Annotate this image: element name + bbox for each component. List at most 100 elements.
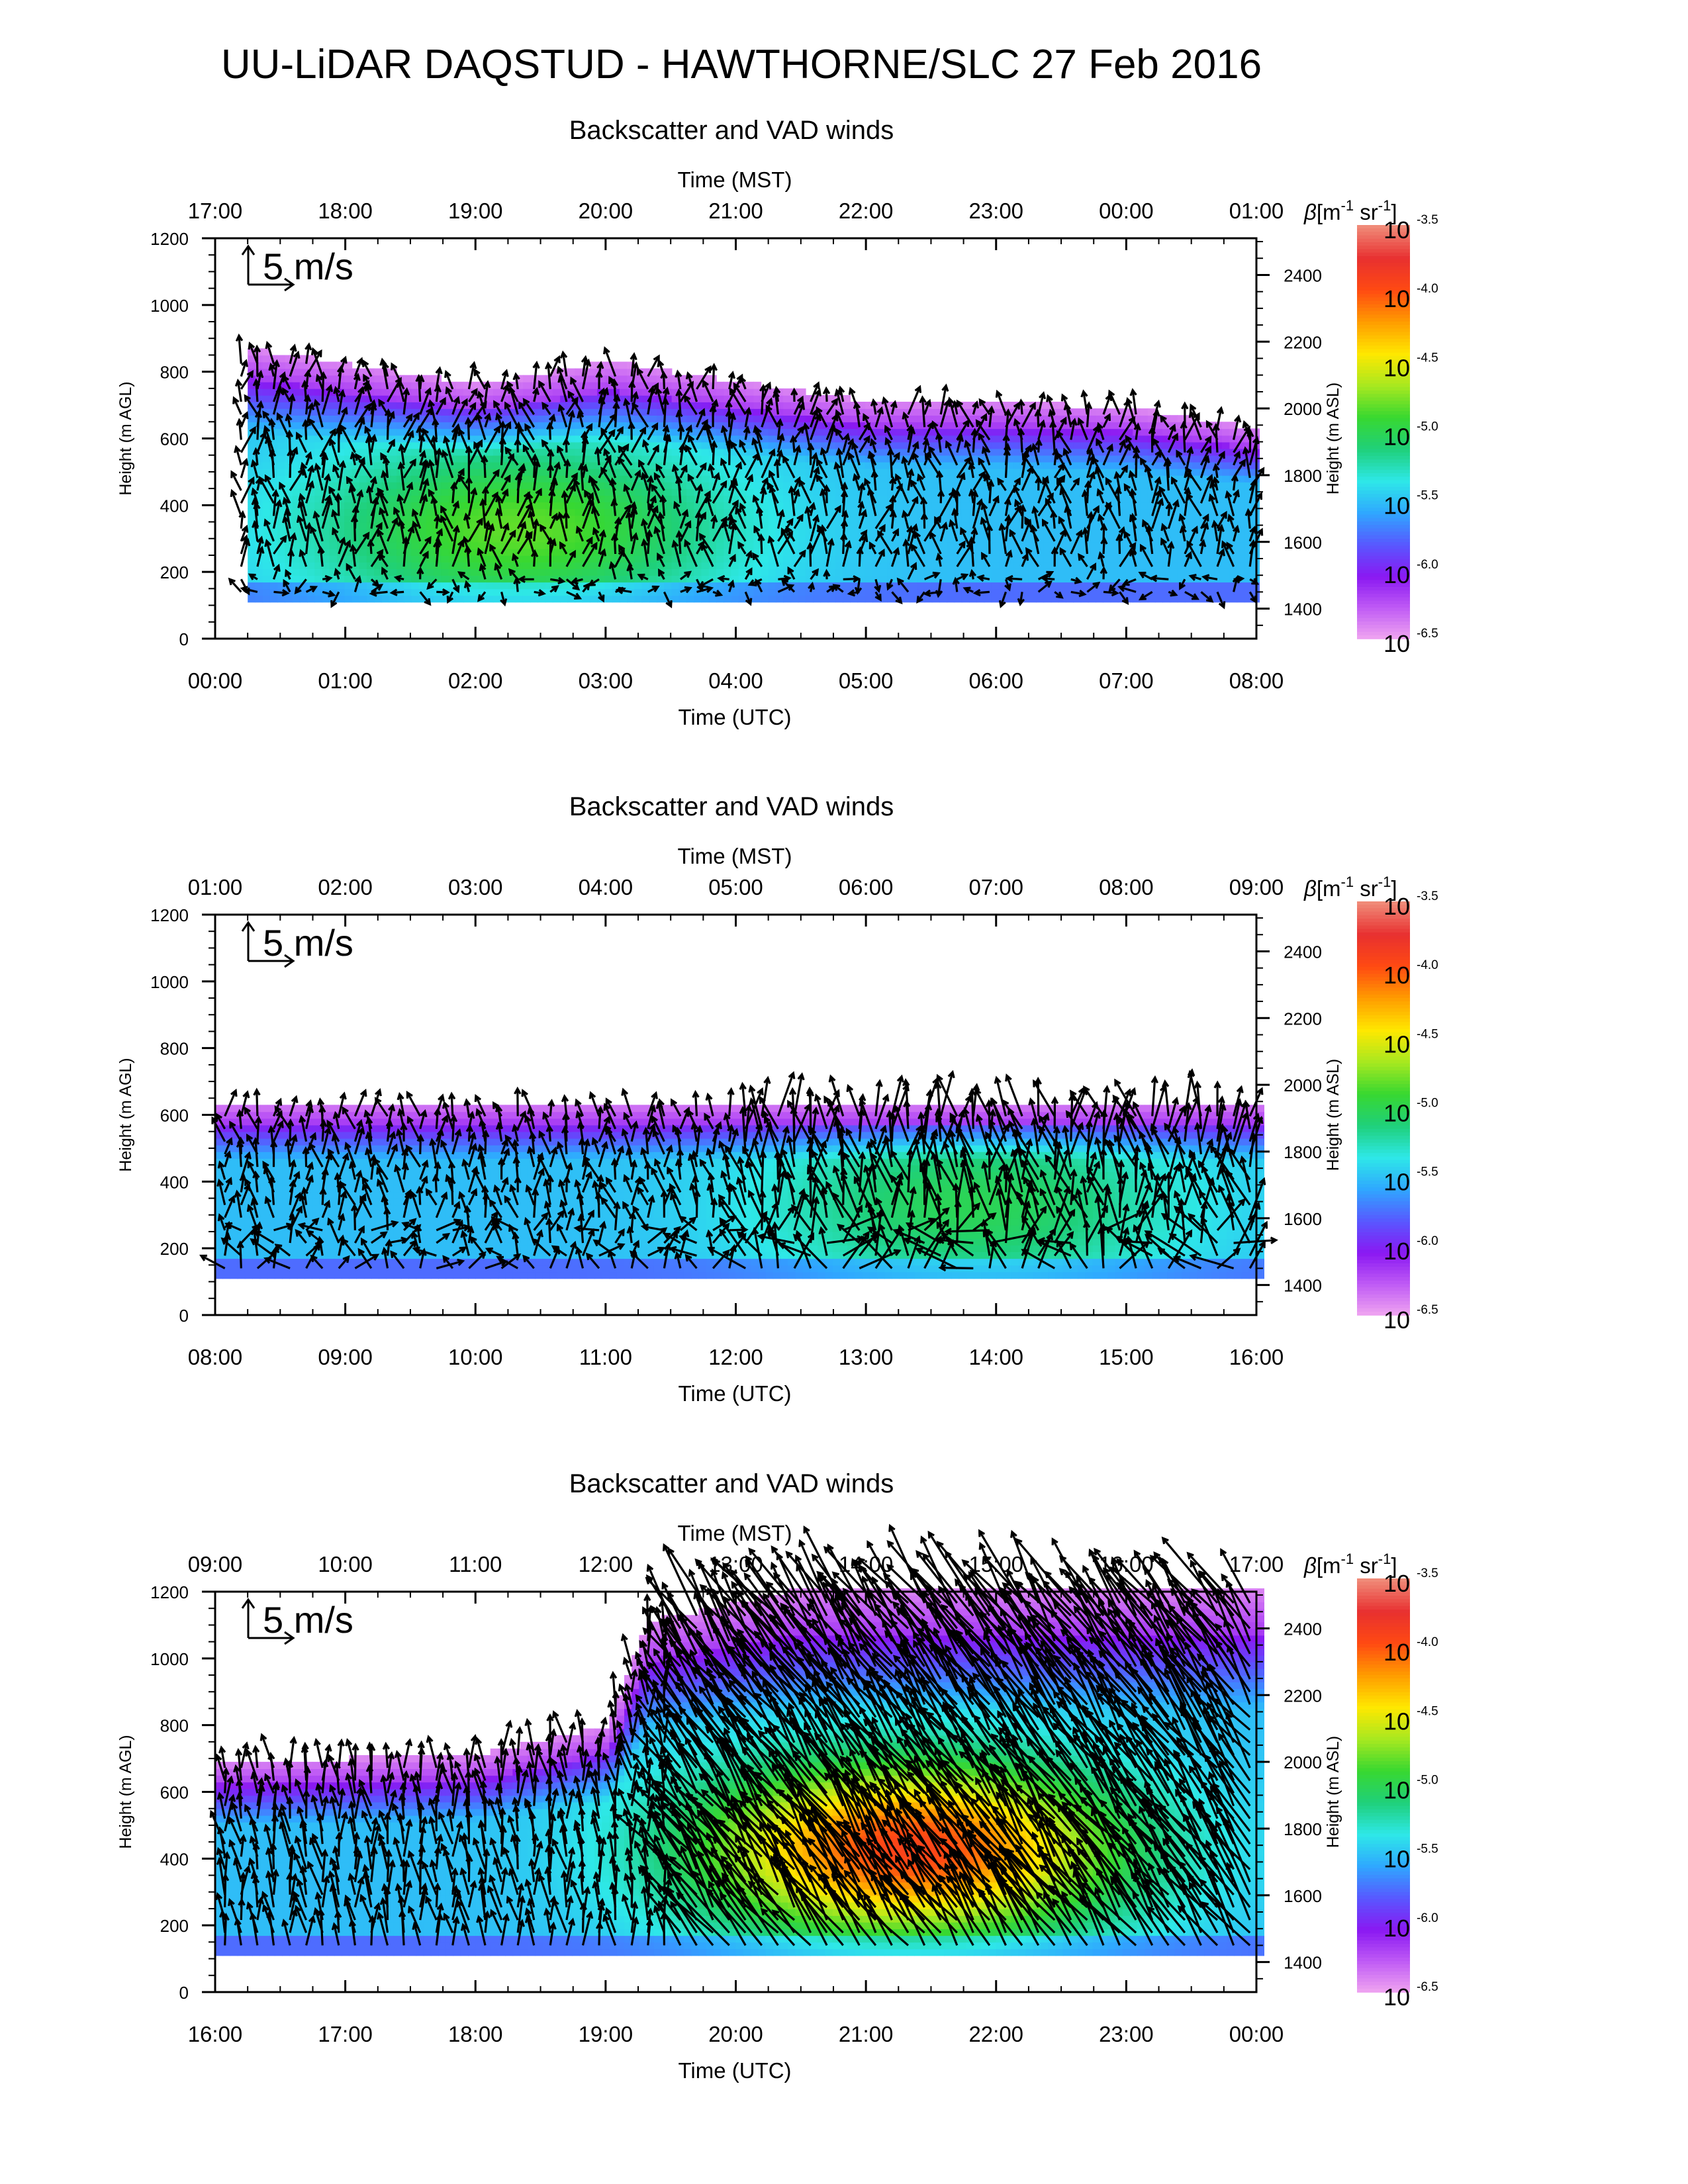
- backscatter-cell: [976, 555, 985, 563]
- backscatter-cell: [1028, 562, 1037, 569]
- backscatter-cell: [1214, 555, 1223, 563]
- backscatter-cell: [314, 422, 323, 430]
- backscatter-cell: [679, 402, 687, 409]
- backscatter-cell: [1147, 461, 1156, 469]
- backscatter-cell: [745, 468, 754, 476]
- backscatter-cell: [1006, 435, 1015, 443]
- backscatter-cell: [1073, 595, 1082, 603]
- backscatter-cell: [560, 502, 569, 510]
- backscatter-cell: [329, 502, 338, 510]
- backscatter-cell: [1140, 441, 1149, 449]
- backscatter-cell: [508, 408, 516, 416]
- backscatter-cell: [820, 402, 829, 409]
- backscatter-cell: [798, 588, 806, 596]
- backscatter-cell: [299, 475, 308, 482]
- backscatter-cell: [768, 508, 776, 516]
- backscatter-cell: [463, 508, 471, 516]
- wind-arrow: [402, 430, 414, 453]
- wind-arrow: [362, 359, 373, 377]
- wind-arrow: [559, 541, 568, 555]
- backscatter-cell: [902, 575, 910, 583]
- backscatter-cell: [1199, 428, 1208, 436]
- backscatter-cell: [761, 575, 769, 583]
- backscatter-cell: [1021, 595, 1029, 603]
- backscatter-cell: [582, 588, 590, 596]
- backscatter-cell: [686, 461, 695, 469]
- wind-arrow: [500, 592, 508, 607]
- backscatter-cell: [798, 535, 806, 543]
- backscatter-cell: [641, 395, 650, 402]
- wind-arrow: [547, 449, 555, 465]
- wind-arrow: [402, 413, 413, 428]
- backscatter-cell: [522, 375, 531, 383]
- backscatter-cell: [381, 515, 390, 523]
- backscatter-cell: [708, 535, 717, 543]
- backscatter-cell: [820, 541, 829, 549]
- backscatter-cell: [991, 488, 1000, 496]
- backscatter-cell: [671, 415, 680, 423]
- backscatter-cell: [1162, 595, 1171, 603]
- backscatter-cell: [522, 502, 531, 510]
- backscatter-cell: [590, 468, 598, 476]
- backscatter-cell: [344, 502, 353, 510]
- backscatter-cell: [850, 422, 859, 430]
- backscatter-cell: [1103, 435, 1111, 443]
- backscatter-cell: [508, 441, 516, 449]
- backscatter-cell: [1103, 582, 1111, 590]
- backscatter-cell: [500, 502, 509, 510]
- wind-arrow: [298, 492, 308, 516]
- backscatter-cell: [500, 455, 509, 463]
- backscatter-cell: [485, 468, 494, 476]
- backscatter-cell: [1207, 528, 1215, 536]
- backscatter-cell: [947, 488, 955, 496]
- backscatter-cell: [813, 575, 821, 583]
- backscatter-cell: [1199, 461, 1208, 469]
- backscatter-cell: [404, 555, 412, 563]
- backscatter-cell: [1214, 515, 1223, 523]
- backscatter-cell: [984, 495, 992, 503]
- backscatter-cell: [761, 541, 769, 549]
- wind-arrow: [473, 368, 487, 390]
- wind-arrow: [228, 577, 242, 593]
- backscatter-cell: [798, 435, 806, 443]
- backscatter-cell: [248, 548, 256, 556]
- backscatter-cell: [567, 448, 576, 456]
- wind-arrow: [663, 591, 673, 609]
- backscatter-cell: [248, 381, 256, 389]
- backscatter-cell: [738, 508, 747, 516]
- backscatter-cell: [307, 548, 315, 556]
- backscatter-cell: [448, 541, 457, 549]
- backscatter-cell: [1237, 428, 1245, 436]
- backscatter-cell: [538, 388, 546, 396]
- backscatter-cell: [1133, 495, 1141, 503]
- backscatter-cell: [337, 515, 345, 523]
- wind-arrow: [353, 489, 364, 516]
- backscatter-cell: [1021, 548, 1029, 556]
- backscatter-cell: [827, 495, 836, 503]
- backscatter-cell: [337, 595, 345, 603]
- wind-arrow: [546, 463, 555, 478]
- backscatter-cell: [508, 522, 516, 529]
- backscatter-cell: [738, 415, 747, 423]
- backscatter-cell: [716, 381, 724, 389]
- backscatter-cell: [790, 415, 799, 423]
- backscatter-cell: [1207, 502, 1215, 510]
- wind-arrow: [608, 376, 617, 390]
- wind-arrow: [236, 418, 244, 440]
- wind-arrow: [253, 501, 261, 516]
- backscatter-cell: [262, 381, 271, 389]
- backscatter-cell: [374, 468, 383, 476]
- wind-arrow: [381, 567, 389, 580]
- backscatter-cell: [366, 515, 375, 523]
- backscatter-cell: [999, 468, 1007, 476]
- backscatter-cell: [1125, 495, 1133, 503]
- backscatter-cell: [455, 455, 464, 463]
- backscatter-cell: [322, 555, 330, 563]
- backscatter-cell: [538, 595, 546, 603]
- backscatter-cell: [627, 541, 635, 549]
- backscatter-cell: [597, 522, 606, 529]
- backscatter-cell: [1162, 428, 1171, 436]
- backscatter-cell: [1080, 508, 1089, 516]
- backscatter-cell: [322, 448, 330, 456]
- backscatter-cell: [664, 441, 673, 449]
